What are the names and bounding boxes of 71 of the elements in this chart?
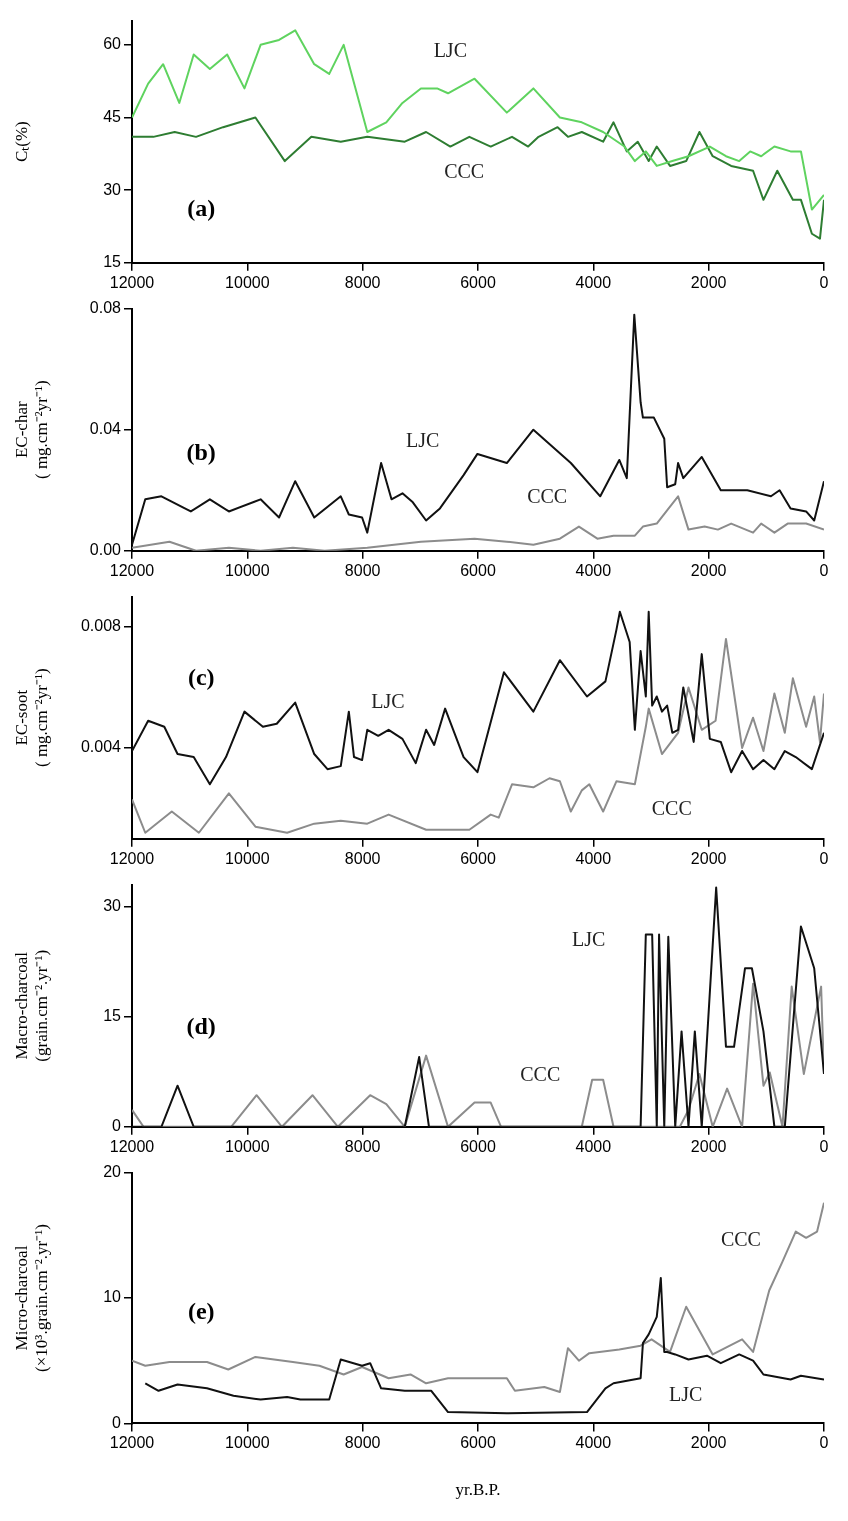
series-label: LJC: [668, 1383, 703, 1406]
y-tick-label: 0.04: [89, 420, 122, 438]
x-tick-label: 4000: [575, 849, 612, 867]
x-tick-label: 8000: [344, 1137, 381, 1155]
y-tick-label: 45: [103, 107, 122, 125]
annotation: (e): [187, 1298, 215, 1325]
x-tick-label: 8000: [344, 561, 381, 579]
y-tick-label: 15: [103, 253, 122, 271]
x-tick-label: 6000: [460, 1434, 496, 1452]
x-axis-title: yr.B.P.: [455, 1480, 501, 1500]
x-tick-label: 2000: [690, 849, 727, 867]
x-tick-label: 10000: [225, 1137, 270, 1155]
y-axis-title: EC-soot ( mg.cm⁻²yr⁻¹): [11, 668, 52, 768]
x-tick-label: 2000: [690, 561, 727, 579]
series-label: LJC: [572, 927, 606, 950]
y-tick-label: 0.08: [89, 299, 122, 317]
x-tick-label: 0: [819, 1137, 829, 1155]
y-tick-label: 10: [103, 1288, 122, 1306]
annotation: (c): [187, 664, 215, 691]
y-tick-label: 30: [103, 180, 122, 198]
series-label: CCC: [444, 160, 485, 183]
x-tick-label: 10000: [225, 273, 270, 291]
x-tick-label: 12000: [109, 849, 155, 867]
x-tick-label: 8000: [344, 849, 381, 867]
x-tick-label: 2000: [690, 273, 727, 291]
series-label: CCC: [651, 796, 692, 819]
x-tick-label: 4000: [575, 561, 612, 579]
series-label: CCC: [720, 1227, 761, 1250]
x-tick-label: 0: [819, 561, 829, 579]
y-tick-label: 0.004: [80, 738, 122, 756]
series-label: LJC: [433, 39, 467, 62]
x-tick-label: 12000: [109, 273, 155, 291]
y-axis-title: Macro-charcoal (grain.cm⁻².yr⁻¹): [11, 949, 52, 1062]
x-tick-label: 8000: [344, 273, 381, 291]
y-tick-label: 0.008: [80, 617, 122, 635]
series-label: LJC: [405, 429, 440, 452]
x-tick-label: 2000: [690, 1137, 727, 1155]
x-tick-label: 10000: [225, 1434, 270, 1452]
x-tick-label: 8000: [344, 1434, 381, 1452]
x-tick-label: 10000: [225, 849, 270, 867]
y-axis-title: Micro-charcoal (×10³.grain.cm⁻².yr⁻¹): [11, 1224, 52, 1372]
x-tick-label: 4000: [575, 1137, 612, 1155]
x-tick-label: 4000: [575, 1434, 612, 1452]
x-tick-label: 6000: [460, 273, 496, 291]
y-axis-title: EC-char ( mg.cm⁻²yr⁻¹): [11, 380, 52, 480]
x-tick-label: 4000: [575, 273, 612, 291]
annotation: (a): [187, 194, 216, 221]
annotation: (d): [186, 1012, 216, 1039]
y-tick-label: 0: [112, 1413, 122, 1431]
y-tick-label: 0: [112, 1117, 122, 1135]
x-tick-label: 12000: [109, 1434, 155, 1452]
x-tick-label: 10000: [225, 561, 270, 579]
annotation: (b): [186, 439, 216, 466]
x-tick-label: 6000: [460, 1137, 496, 1155]
x-tick-label: 12000: [109, 1137, 155, 1155]
x-tick-label: 0: [819, 273, 829, 291]
y-tick-label: 30: [103, 897, 122, 915]
series-label: CCC: [520, 1063, 561, 1086]
y-tick-label: 0.00: [89, 541, 122, 559]
y-tick-label: 15: [103, 1007, 122, 1025]
y-axis-title: Cₜ(%): [11, 121, 31, 163]
x-tick-label: 2000: [690, 1434, 727, 1452]
x-tick-label: 6000: [460, 561, 496, 579]
x-tick-label: 6000: [460, 849, 496, 867]
series-label: CCC: [527, 484, 568, 507]
y-tick-label: 60: [103, 35, 122, 53]
x-tick-label: 0: [819, 1434, 829, 1452]
x-tick-label: 0: [819, 849, 829, 867]
x-tick-label: 12000: [109, 561, 155, 579]
y-tick-label: 20: [103, 1163, 122, 1181]
series-label: LJC: [371, 690, 405, 713]
